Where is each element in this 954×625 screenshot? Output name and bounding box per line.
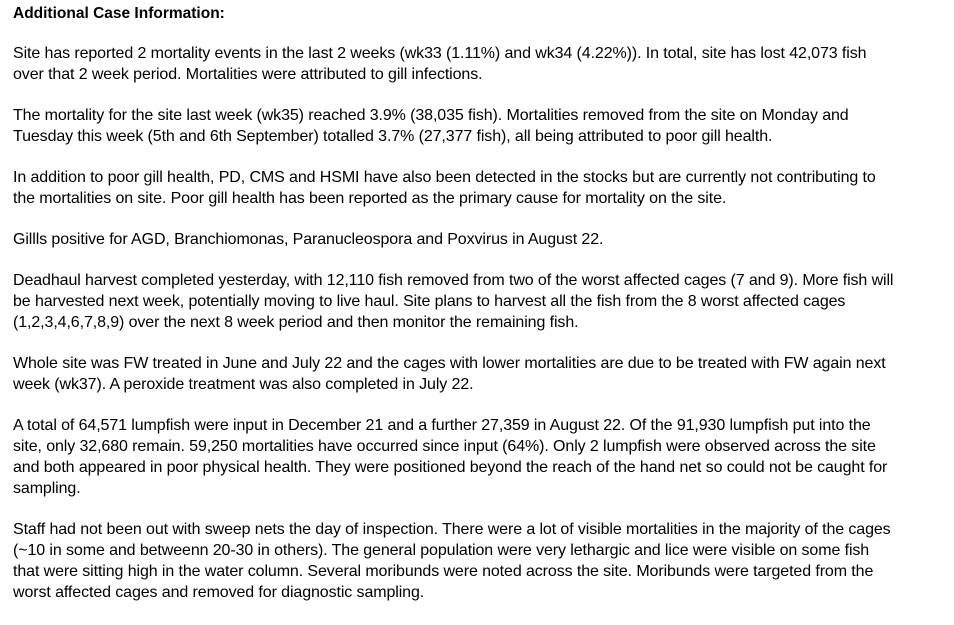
paragraph-line: Tuesday this week (5th and 6th September…: [13, 128, 773, 145]
paragraph-line: Whole site was FW treated in June and Ju…: [13, 355, 886, 372]
paragraph: Whole site was FW treated in June and Ju…: [13, 353, 893, 395]
paragraph-line: Staff had not been out with sweep nets t…: [13, 521, 891, 538]
paragraph-line: site, only 32,680 remain. 59,250 mortali…: [13, 438, 876, 455]
paragraph-line: A total of 64,571 lumpfish were input in…: [13, 417, 871, 434]
paragraph-line: sampling.: [13, 480, 81, 497]
paragraph-line: that were sitting high in the water colu…: [13, 563, 874, 580]
paragraph-line: In addition to poor gill health, PD, CMS…: [13, 169, 876, 186]
paragraph: Site has reported 2 mortality events in …: [13, 43, 893, 85]
paragraph-line: week (wk37). A peroxide treatment was al…: [13, 376, 474, 393]
paragraph-list: Site has reported 2 mortality events in …: [13, 43, 893, 603]
paragraph-line: The mortality for the site last week (wk…: [13, 107, 849, 124]
paragraph: The mortality for the site last week (wk…: [13, 105, 893, 147]
paragraph-line: (~10 in some and betweenn 20-30 in other…: [13, 542, 870, 559]
paragraph-line: be harvested next week, potentially movi…: [13, 293, 846, 310]
section-title: Additional Case Information:: [13, 5, 225, 22]
paragraph-line: Deadhaul harvest completed yesterday, wi…: [13, 272, 894, 289]
paragraph: Staff had not been out with sweep nets t…: [13, 519, 893, 603]
paragraph: In addition to poor gill health, PD, CMS…: [13, 167, 893, 209]
paragraph: A total of 64,571 lumpfish were input in…: [13, 415, 893, 499]
paragraph-line: and both appeared in poor physical healt…: [13, 459, 888, 476]
paragraph-line: over that 2 week period. Mortalities wer…: [13, 66, 483, 83]
document: Additional Case Information: Site has re…: [13, 3, 893, 623]
paragraph: Deadhaul harvest completed yesterday, wi…: [13, 270, 893, 333]
paragraph: Gillls positive for AGD, Branchiomonas, …: [13, 229, 893, 250]
paragraph-line: (1,2,3,4,6,7,8,9) over the next 8 week p…: [13, 314, 579, 331]
paragraph-line: Gillls positive for AGD, Branchiomonas, …: [13, 231, 604, 248]
paragraph-line: Site has reported 2 mortality events in …: [13, 45, 867, 62]
paragraph-line: worst affected cages and removed for dia…: [13, 584, 425, 601]
paragraph-line: the mortalities on site. Poor gill healt…: [13, 190, 727, 207]
